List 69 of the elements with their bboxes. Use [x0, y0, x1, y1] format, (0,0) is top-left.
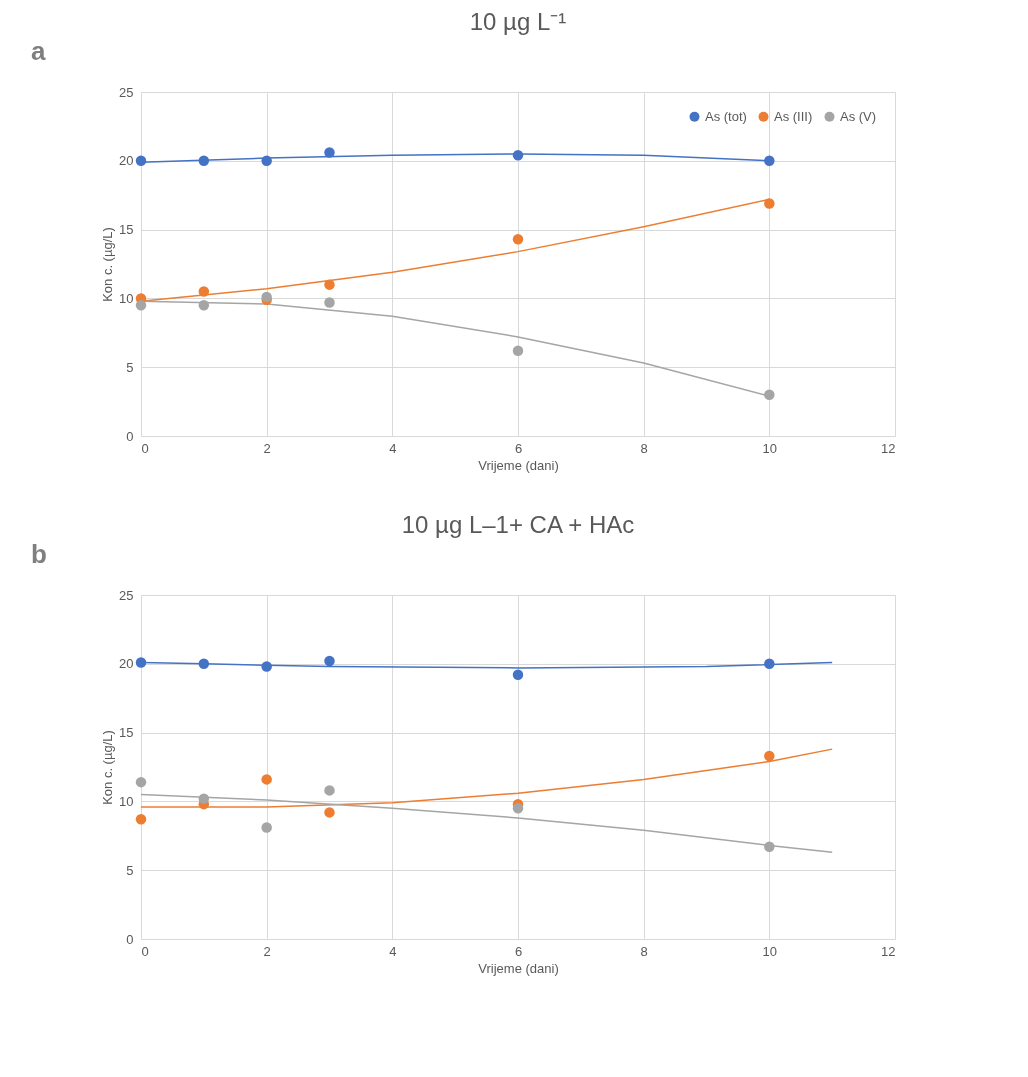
- point: [261, 155, 272, 167]
- point: [512, 803, 524, 814]
- y-tick-label: 15: [119, 725, 134, 741]
- point: [324, 785, 335, 796]
- point: [512, 345, 524, 356]
- x-tick-label: 2: [263, 440, 271, 456]
- point: [764, 389, 775, 400]
- legend-label: As (III): [774, 108, 813, 124]
- point: [135, 657, 147, 668]
- line-series: [140, 793, 833, 854]
- legend-label: As (tot): [705, 108, 747, 124]
- y-tick-label: 25: [119, 84, 134, 100]
- x-tick-label: 12: [881, 943, 896, 959]
- point: [135, 300, 147, 311]
- point: [198, 155, 210, 167]
- y-tick-label: 10: [119, 793, 134, 809]
- point: [261, 774, 272, 785]
- x-tick-label: 2: [263, 943, 271, 959]
- point: [764, 658, 775, 670]
- point: [764, 841, 775, 853]
- point: [261, 822, 272, 833]
- x-axis-title: Vrijeme (dani): [478, 457, 559, 473]
- x-tick-label: 8: [640, 943, 648, 959]
- point: [135, 814, 147, 825]
- point: [198, 300, 210, 311]
- y-tick-label: 0: [126, 931, 134, 947]
- point: [261, 661, 272, 672]
- point: [324, 655, 335, 667]
- y-tick-label: 20: [119, 153, 134, 169]
- y-tick-label: 5: [126, 359, 134, 375]
- x-tick-label: 6: [514, 440, 523, 456]
- x-tick-label: 6: [514, 943, 523, 959]
- y-tick-label: 0: [126, 428, 134, 444]
- x-tick-label: 0: [141, 440, 149, 456]
- y-tick-label: 15: [119, 222, 134, 238]
- point: [764, 155, 775, 167]
- x-tick-label: 0: [141, 943, 149, 959]
- x-tick-label: 8: [640, 440, 648, 456]
- point: [198, 793, 210, 804]
- point: [512, 669, 524, 681]
- y-tick-label: 10: [119, 290, 134, 306]
- y-axis-title: Kon c. (µg/L): [100, 227, 116, 302]
- y-tick-label: 20: [119, 656, 134, 672]
- point: [324, 807, 335, 818]
- x-axis-title: Vrijeme (dani): [478, 960, 559, 976]
- point: [324, 279, 335, 290]
- text: a: [31, 36, 46, 66]
- y-tick-label: 5: [126, 862, 134, 878]
- point: [764, 750, 775, 762]
- point: [135, 776, 147, 788]
- point: [198, 658, 210, 670]
- point: [764, 198, 775, 209]
- x-tick-label: 12: [881, 440, 896, 456]
- point: [324, 147, 335, 158]
- y-axis-title: Kon c. (µg/L): [100, 730, 116, 805]
- point: [324, 297, 335, 308]
- x-tick-label: 10: [762, 943, 778, 959]
- legend-label: As (V): [840, 108, 877, 124]
- point: [512, 150, 524, 161]
- x-tick-label: 4: [389, 440, 397, 456]
- chart-title: 10 µg L⁻¹: [469, 8, 567, 35]
- point: [198, 286, 210, 297]
- text: b: [31, 539, 47, 569]
- x-tick-label: 10: [762, 440, 778, 456]
- point: [135, 155, 147, 167]
- x-tick-label: 4: [389, 943, 397, 959]
- y-tick-label: 25: [119, 587, 134, 603]
- chart-title: 10 µg L–1+ CA + HAc: [401, 511, 635, 538]
- point: [512, 234, 524, 245]
